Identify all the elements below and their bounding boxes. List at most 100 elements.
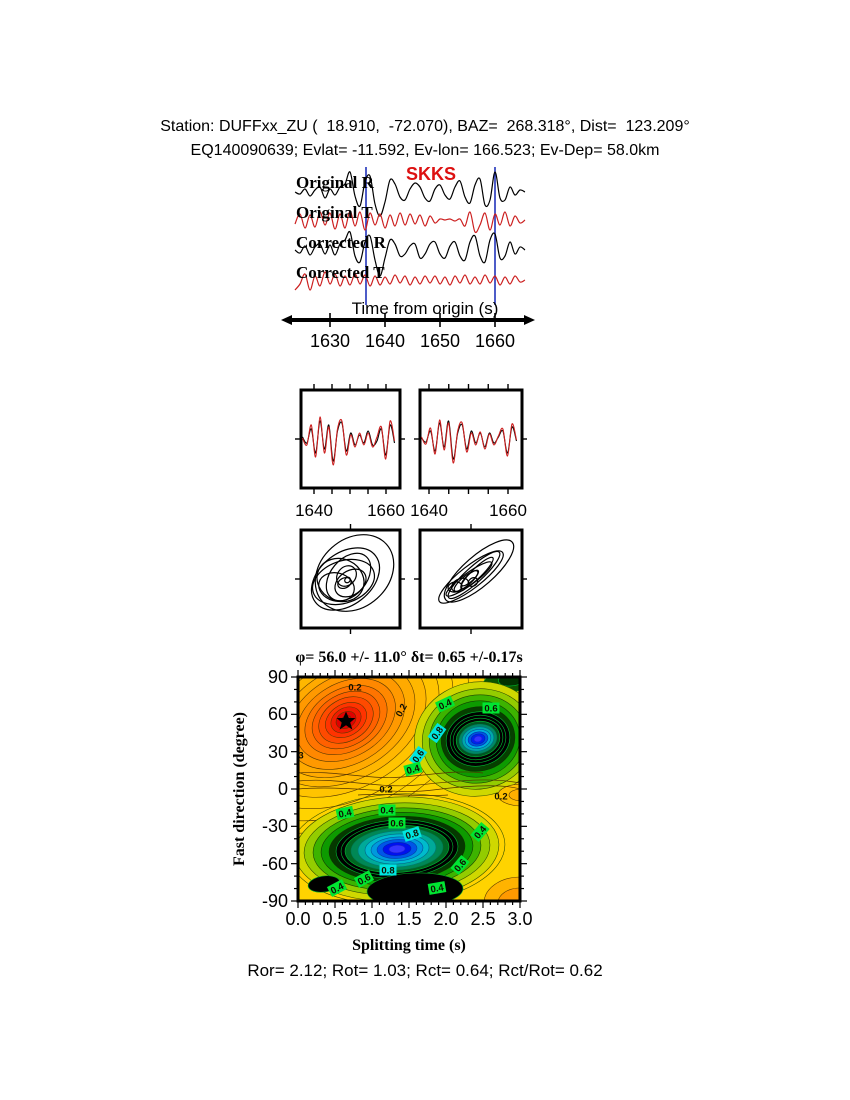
contour-x-tick-label: 1.0 [359,909,385,929]
svg-text:0.6: 0.6 [390,819,403,830]
contour-ring [497,887,520,901]
event-header-line: EQ140090639; Evlat= -11.592, Ev-lon= 166… [190,142,660,159]
time-tick-label-1660: 1660 [474,331,516,351]
compare-xtick-right-1640: 1640 [410,501,448,520]
contour-level-label: 0.2 [348,683,361,694]
contour-x-tick-label: 0.0 [285,909,311,929]
contour-level-label: 0.4 [403,761,423,777]
contour-x-tick-label: 2.5 [470,909,496,929]
svg-text:0.2: 0.2 [494,792,507,803]
contour-level-label: 0.6 [482,702,500,715]
contour-ring [449,714,507,764]
contour-ring [298,677,469,822]
compare-trace-slow [421,419,518,464]
time-tick-label-1650: 1650 [419,331,461,351]
contour-level-label: 0.4 [434,695,456,713]
contour-x-tick-label: 3.0 [507,909,533,929]
svg-text:3: 3 [298,751,303,762]
svg-text:0.2: 0.2 [348,683,361,694]
contour-x-axis-title: Splitting time (s) [352,937,466,954]
trace-label-original-t: Original T [296,203,373,222]
svg-text:0.6: 0.6 [484,704,497,715]
contour-x-tick-label: 1.5 [396,909,422,929]
contour-ring [366,872,464,901]
contour-level-label: 0.4 [378,804,396,817]
compare-box-frame [299,388,402,490]
contour-line [357,794,449,796]
time-tick-label-1630: 1630 [309,331,351,351]
contour-y-tick-label: -30 [261,816,288,837]
particle-motion-loop [447,550,501,600]
waveform-compare-box-left [295,384,405,494]
svg-text:0.4: 0.4 [430,882,446,895]
station-header-line: Station: DUFFxx_ZU ( 18.910, -72.070), B… [160,118,690,135]
contour-line [298,771,484,778]
particle-motion-loop [460,569,480,587]
contour-y-tick-label: 90 [267,667,288,687]
contour-level-label: 3 [298,751,303,762]
contour-x-tick-label: 2.0 [433,909,459,929]
contour-level-label: 0.2 [494,792,507,803]
contour-level-label: 0.4 [335,805,355,821]
svg-text:0.6: 0.6 [356,872,373,888]
seismogram-traces-plot [294,167,526,305]
contour-level-label: 0.8 [379,864,397,877]
compare-xtick-left-1660: 1660 [367,501,405,520]
compare-xtick-right-1660: 1660 [489,501,527,520]
contour-level-label: 0.4 [427,881,447,896]
contour-ring [452,717,504,761]
seismogram-trace [294,171,526,217]
particle-motion-loop [316,557,365,603]
contour-y-tick-label: -90 [261,891,288,911]
particle-motion-loop [443,539,515,603]
particle-motion-loop [344,576,351,584]
hodogram-box-left [295,524,405,634]
svg-text:0.4: 0.4 [437,697,454,713]
seismogram-trace [294,230,526,277]
particle-motion-loop [467,577,479,587]
compare-box-frame [418,388,524,490]
compare-trace-slow [301,416,396,466]
axis-left-arrow-icon [281,315,292,325]
contour-y-tick-label: 30 [267,741,288,762]
trace-label-original-r: Original R [296,173,374,192]
contour-y-tick-label: 60 [267,704,288,725]
contour-ring [388,844,406,854]
svg-text:0.4: 0.4 [380,806,394,817]
contour-level-label: 0.2 [394,702,410,719]
contour-line [298,785,520,792]
compare-xtick-left-1640: 1640 [295,501,333,520]
particle-motion-loop [336,565,357,587]
contour-ring [473,735,483,743]
particle-motion-loop [334,568,367,598]
contour-x-tick-label: 0.5 [322,909,348,929]
particle-motion-loop [311,558,376,606]
particle-motion-loop [450,577,470,593]
contour-ring [498,677,520,687]
waveform-compare-box-right [414,384,527,494]
svg-text:0.2: 0.2 [379,785,392,796]
seismogram-trace [294,271,526,291]
svg-text:0.4: 0.4 [338,807,354,821]
contour-y-tick-label: -60 [261,853,288,874]
contour-level-label: 0.8 [402,826,422,842]
quality-ratios-text: Ror= 2.12; Rot= 1.03; Rct= 0.64; Rct/Rot… [247,961,603,980]
misfit-contour-plot: 0.20.2 0.4 0.60.80.60.430.20.20.4 0.40.60.8… [291,670,527,908]
particle-motion-loop [310,547,381,611]
svg-text:0.8: 0.8 [381,866,394,877]
contour-ring [508,788,520,802]
particle-motion-loop [318,572,355,602]
seismogram-trace [294,210,526,234]
trace-label-corrected-r: Corrected R [296,233,386,252]
time-axis [281,313,535,327]
trace-label-corrected-t: Corrected T [296,263,385,282]
contour-level-label: 0.2 [379,785,392,796]
svg-text:0.4: 0.4 [405,763,421,777]
hodogram-box-right [414,524,527,634]
phase-label-skks: SKKS [406,164,457,184]
time-axis-title: Time from origin (s) [351,299,499,318]
contour-y-tick-label: 0 [277,779,288,799]
svg-text:0.2: 0.2 [394,702,410,719]
axis-right-arrow-icon [524,315,535,325]
